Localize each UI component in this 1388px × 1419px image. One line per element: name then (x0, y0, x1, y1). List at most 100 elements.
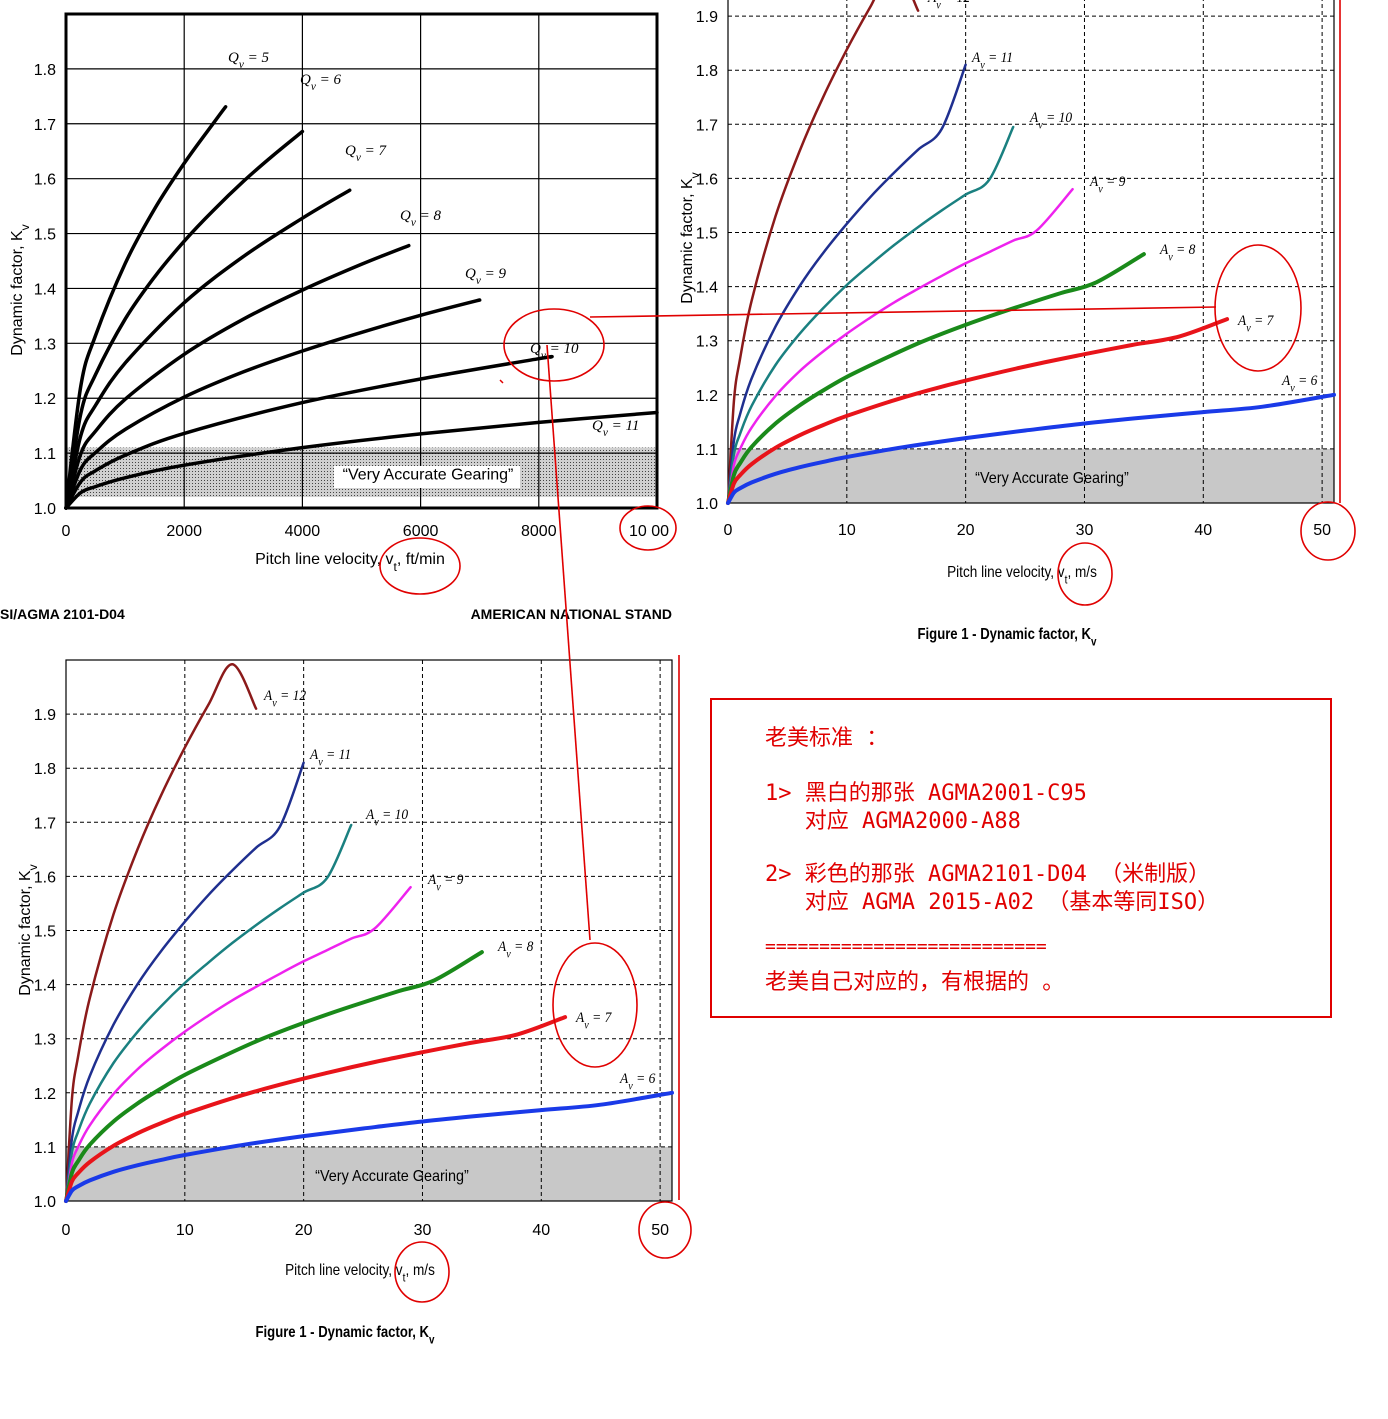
bl-xtick: 50 (651, 1222, 669, 1239)
tr-band-label: “Very Accurate Gearing” (975, 469, 1129, 487)
tr-ytick: 1.6 (696, 171, 718, 188)
bw-ytick: 1.1 (34, 446, 56, 463)
note-box: 老美标准 ： 1> 黑白的那张 AGMA2001-C95 对应 AGMA2000… (710, 698, 1332, 1018)
bl-series-label-7: Av = 6 (619, 1070, 656, 1092)
tr-series-5 (726, 252, 1146, 505)
circle-50-tick-top (1300, 501, 1356, 561)
tr-ytick: 1.3 (696, 334, 718, 351)
circle-qv10 (503, 308, 605, 382)
bw-ytick: 1.3 (34, 336, 56, 353)
tr-xtick: 20 (957, 522, 975, 539)
tr-xtick: 30 (1076, 522, 1094, 539)
bl-series-1 (64, 663, 258, 1203)
tr-series-7 (726, 392, 1336, 505)
bl-ytick: 1.9 (34, 707, 56, 724)
tr-ytick: 1.0 (696, 496, 718, 513)
stray-mark (499, 379, 504, 384)
tr-x-axis-label: Pitch line velocity, vt, m/s (947, 564, 1097, 587)
bw-x-axis-label: Pitch line velocity, vt, ft/min (255, 551, 445, 574)
bw-series-1 (64, 105, 228, 510)
tr-ytick: 1.9 (696, 9, 718, 26)
bw-series-label-5: Qv = 9 (465, 266, 506, 287)
tr-series-2 (726, 63, 967, 505)
bl-series-label-6: Av = 7 (575, 1009, 612, 1031)
bw-series-label-6: Qv = 10 (530, 341, 579, 362)
tr-series-label-3: Av = 10 (1029, 109, 1072, 131)
link-qv10-av7-bottom (546, 344, 591, 941)
bw-header-left: SI/AGMA 2101-D04 (0, 606, 125, 622)
tr-ytick: 1.8 (696, 63, 718, 80)
bl-series-label-3: Av = 10 (365, 806, 408, 828)
bw-series-label-3: Qv = 7 (345, 143, 387, 164)
bl-frame (65, 659, 673, 1202)
bw-series-6 (64, 354, 554, 510)
bw-series-label-7: Qv = 11 (592, 418, 639, 439)
tr-series-label-6: Av = 7 (1237, 312, 1274, 334)
bw-series-label-4: Qv = 8 (400, 208, 441, 229)
tr-series-label-2: Av = 11 (971, 49, 1013, 71)
bw-series-5 (64, 298, 482, 510)
bl-xtick: 10 (176, 1222, 194, 1239)
bl-series-2 (64, 761, 305, 1203)
tr-series-label-7: Av = 6 (1281, 372, 1318, 394)
bl-series-7 (64, 1090, 674, 1203)
bw-series-3 (64, 188, 352, 510)
chart-agma2101-bottom-left: 0 10 20 30 40 50 1.0 1.1 1.2 1.3 1.4 1.5 1.6 1.7 1.8 1.… (17, 659, 674, 1347)
bl-xtick: 30 (414, 1222, 432, 1239)
tr-series-1 (726, 0, 920, 505)
bw-series-7 (64, 410, 659, 510)
bw-xtick: 6000 (403, 523, 439, 540)
bw-series-4 (64, 243, 411, 510)
bl-series-4 (64, 885, 412, 1203)
circle-av7-top (1214, 244, 1302, 372)
bw-y-axis-label: Dynamic factor, Kv (9, 224, 32, 355)
tr-ytick: 1.2 (696, 388, 718, 405)
bw-series-label-1: Qv = 5 (228, 50, 269, 71)
bl-xtick: 40 (532, 1222, 550, 1239)
note-line-5: 对应 AGMA 2015-A02 （基本等同ISO） (765, 890, 1220, 915)
bl-ytick: 1.3 (34, 1032, 56, 1049)
bw-ytick: 1.6 (34, 172, 56, 189)
circle-ms-unit-top (1057, 542, 1113, 606)
bl-xtick: 20 (295, 1222, 313, 1239)
note-line-2: 1> 黑白的那张 AGMA2001-C95 (765, 781, 1087, 806)
bw-header-right: AMERICAN NATIONAL STAND (471, 606, 672, 622)
tr-frame (727, 0, 1335, 504)
bw-xtick: 2000 (166, 523, 202, 540)
bl-series-label-2: Av = 11 (309, 746, 351, 768)
tr-clipped-content: 0 10 20 30 40 50 1.0 1.1 1.2 1.3 1.4 1.5 1.6 1.7 1.8 1.… (679, 0, 1336, 649)
bw-ytick: 1.4 (34, 281, 56, 298)
note-line-1: 老美标准 ： (765, 726, 889, 751)
bl-ytick: 1.4 (34, 978, 56, 995)
tr-ytick: 1.1 (696, 442, 718, 459)
link-qv10-av7-top (589, 306, 1217, 318)
bw-band-label-bg (334, 466, 520, 488)
bl-series-label-5: Av = 8 (497, 938, 533, 960)
tr-series-label-4: Av = 9 (1089, 173, 1125, 195)
bl-accurate-band (66, 1146, 672, 1201)
bl-ytick: 1.1 (34, 1140, 56, 1157)
bw-ytick: 1.7 (34, 117, 56, 134)
bl-figure-title: Figure 1 - Dynamic factor, Kv (256, 1324, 436, 1347)
circle-ms-unit-bottom (394, 1241, 450, 1303)
chart-agma2101-top-right: 0 10 20 30 40 50 1.0 1.1 1.2 1.3 1.4 1.5 1.6 1.7 1.8 1.… (679, 0, 1336, 649)
tr-xtick: 10 (838, 522, 856, 539)
tr-series-label-5: Av = 8 (1159, 241, 1195, 263)
tr-accurate-band (728, 448, 1334, 503)
bw-ytick: 1.0 (34, 501, 56, 518)
bw-band-label: “Very Accurate Gearing” (343, 466, 514, 483)
tr-series-4 (726, 187, 1074, 505)
bl-series-5 (64, 950, 484, 1203)
bw-ytick: 1.2 (34, 391, 56, 408)
circle-av7-bottom (552, 942, 638, 1068)
circle-50-tick-bottom (638, 1201, 692, 1259)
tr-xtick: 50 (1313, 522, 1331, 539)
bw-xtick: 8000 (521, 523, 557, 540)
bl-ytick: 1.5 (34, 924, 56, 941)
tr-xtick: 0 (724, 522, 733, 539)
tr-ytick: 1.7 (696, 117, 718, 134)
bl-ytick: 1.6 (34, 869, 56, 886)
bl-band-label: “Very Accurate Gearing” (315, 1167, 469, 1185)
bw-frame (64, 12, 659, 510)
